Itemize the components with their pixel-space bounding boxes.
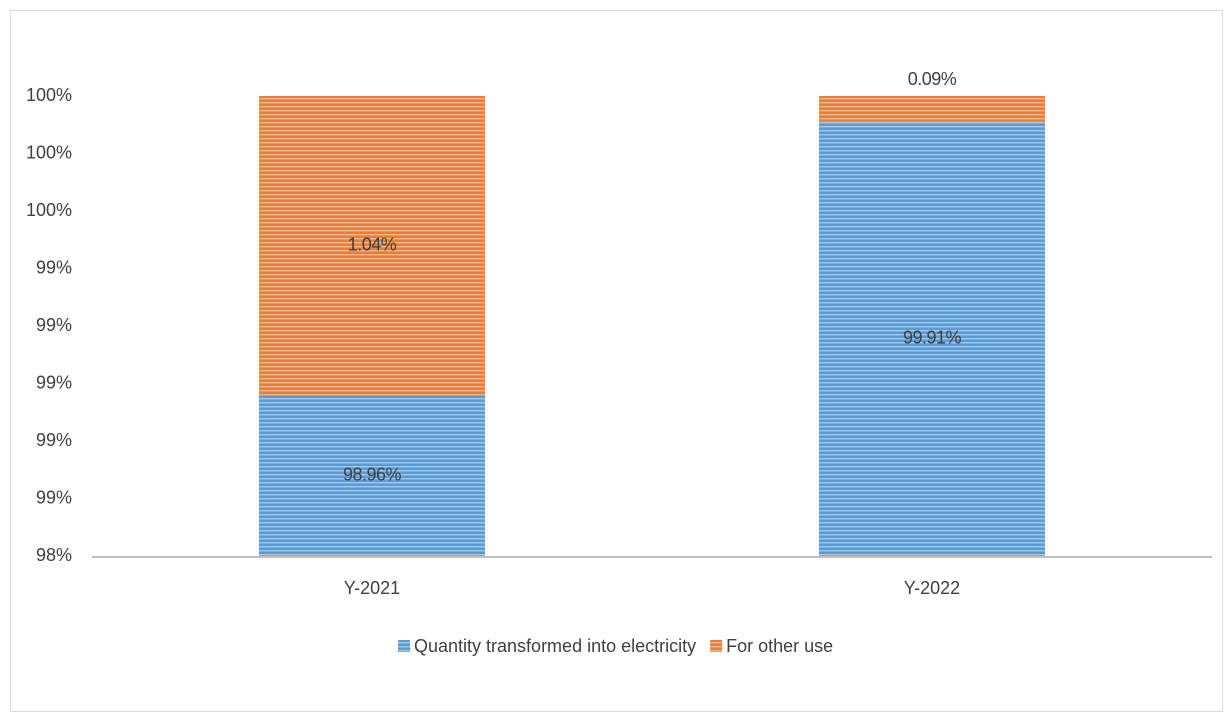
x-tick-label: Y-2021 [344,578,400,598]
y-tick-label: 99% [36,430,72,450]
data-label: 98.96% [343,464,402,484]
y-tick-label: 99% [36,487,72,507]
legend-swatch [710,640,723,652]
data-label: 99.91% [903,328,962,348]
y-tick-label: 100% [26,85,72,105]
legend-swatch [398,640,410,652]
y-tick-label: 98% [36,545,72,565]
x-tick-label: Y-2022 [904,578,960,598]
bar-segment [259,395,485,556]
data-label: 1.04% [348,234,397,254]
y-tick-label: 99% [36,372,72,392]
y-tick-label: 99% [36,315,72,335]
bar-segment [819,121,1045,556]
legend-label: For other use [726,636,833,656]
legend-label: Quantity transformed into electricity [414,636,696,656]
data-label: 0.09% [908,69,957,89]
y-tick-label: 99% [36,257,72,277]
y-tick-label: 100% [26,200,72,220]
bar-segment [259,96,485,395]
y-tick-label: 100% [26,142,72,162]
bar-segment [819,96,1045,122]
